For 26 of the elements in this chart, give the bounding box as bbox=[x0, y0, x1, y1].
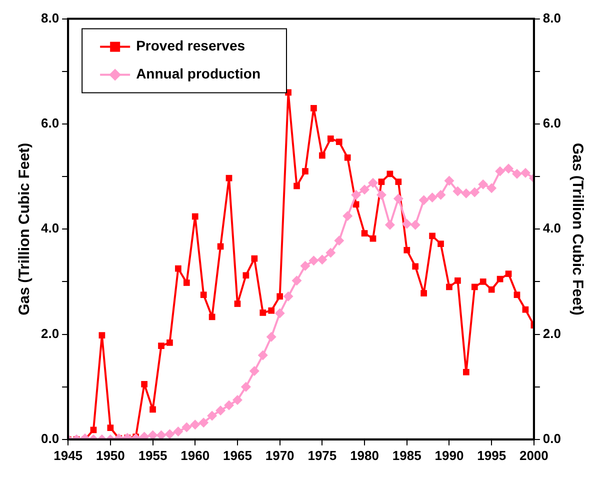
y2-tick-label: 4.0 bbox=[542, 220, 562, 236]
legend-label: Annual production bbox=[136, 66, 261, 82]
x-tick-label: 1980 bbox=[350, 448, 379, 463]
y-tick-label: 4.0 bbox=[40, 220, 60, 236]
y-tick-label: 6.0 bbox=[40, 116, 60, 131]
y-tick-label: 2.0 bbox=[40, 326, 60, 341]
x-tick-label: 1975 bbox=[308, 448, 337, 463]
x-tick-label: 1970 bbox=[265, 448, 294, 463]
y2-tick-label: 8.0 bbox=[542, 10, 562, 26]
y2-tick-label: 0.0 bbox=[542, 430, 562, 446]
y-tick-label: 8.0 bbox=[40, 10, 60, 26]
x-tick-label: 1955 bbox=[138, 448, 168, 463]
x-tick-label: 2000 bbox=[519, 448, 548, 463]
y-tick-label: 0.0 bbox=[40, 430, 60, 446]
y2-tick-label: 2.0 bbox=[542, 326, 562, 341]
x-tick-label: 1990 bbox=[434, 448, 464, 463]
y2-tick-label: 6.0 bbox=[542, 116, 562, 131]
x-tick-label: 1950 bbox=[96, 448, 125, 463]
y-axis-title: Gas (Trillion Cubic Feet) bbox=[16, 142, 34, 316]
x-tick-label: 1965 bbox=[223, 448, 252, 463]
y2-axis-title: Gas (Trillion Cubic Feet) bbox=[568, 142, 586, 316]
x-tick-label: 1995 bbox=[477, 448, 506, 463]
x-tick-label: 1985 bbox=[392, 448, 422, 463]
legend-label: Proved reserves bbox=[136, 38, 246, 54]
x-tick-label: 1960 bbox=[180, 448, 210, 463]
x-tick-label: 1945 bbox=[54, 448, 83, 463]
